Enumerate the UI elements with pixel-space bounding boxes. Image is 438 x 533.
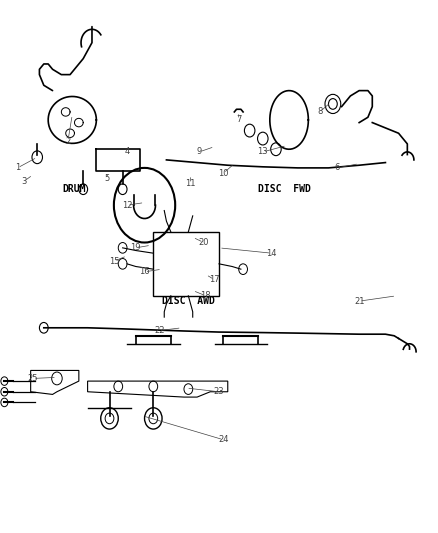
Text: 18: 18 bbox=[201, 292, 211, 300]
Text: 9: 9 bbox=[197, 148, 202, 156]
Text: 13: 13 bbox=[258, 148, 268, 156]
Text: 12: 12 bbox=[122, 201, 132, 209]
Text: 10: 10 bbox=[218, 169, 229, 177]
Text: 6: 6 bbox=[335, 164, 340, 172]
Text: 15: 15 bbox=[109, 257, 119, 265]
Text: 3: 3 bbox=[21, 177, 27, 185]
Text: 2: 2 bbox=[65, 137, 71, 146]
Text: 8: 8 bbox=[317, 108, 322, 116]
Text: DISC  AWD: DISC AWD bbox=[162, 296, 215, 306]
Text: 21: 21 bbox=[354, 297, 364, 305]
Text: 19: 19 bbox=[131, 244, 141, 252]
Text: 14: 14 bbox=[266, 249, 277, 257]
Text: 23: 23 bbox=[214, 387, 224, 396]
Text: 20: 20 bbox=[198, 238, 209, 247]
Text: 7: 7 bbox=[236, 116, 241, 124]
Text: 17: 17 bbox=[209, 276, 220, 284]
Text: 4: 4 bbox=[124, 148, 130, 156]
Text: 16: 16 bbox=[139, 268, 150, 276]
Text: 5: 5 bbox=[105, 174, 110, 183]
Text: 25: 25 bbox=[28, 374, 38, 383]
Text: 22: 22 bbox=[155, 326, 165, 335]
Text: 24: 24 bbox=[218, 435, 229, 444]
Text: 11: 11 bbox=[185, 180, 196, 188]
Text: DISC  FWD: DISC FWD bbox=[258, 184, 311, 194]
Text: 1: 1 bbox=[15, 164, 20, 172]
Polygon shape bbox=[31, 370, 79, 394]
Polygon shape bbox=[88, 381, 228, 397]
Text: DRUM: DRUM bbox=[63, 184, 86, 194]
